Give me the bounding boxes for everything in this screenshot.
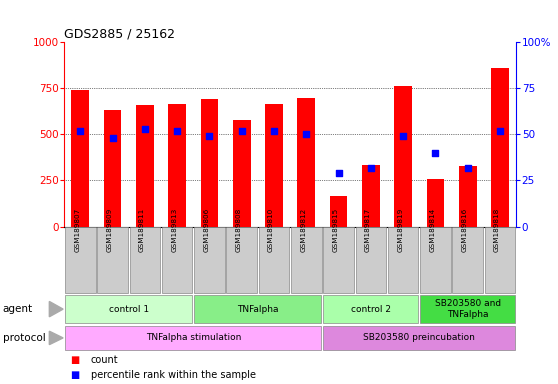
- Text: ■: ■: [70, 356, 79, 366]
- Bar: [169, 104, 186, 227]
- Text: GSM189813: GSM189813: [171, 208, 177, 252]
- Text: GSM189811: GSM189811: [139, 208, 145, 252]
- Bar: [200, 99, 218, 227]
- Text: GSM189815: GSM189815: [333, 208, 339, 252]
- Text: ■: ■: [70, 370, 79, 380]
- Bar: [65, 326, 321, 350]
- Polygon shape: [49, 331, 63, 345]
- Text: agent: agent: [3, 304, 33, 314]
- Point: [302, 131, 311, 137]
- Bar: [355, 227, 386, 293]
- Bar: [453, 227, 483, 293]
- Bar: [265, 104, 283, 227]
- Bar: [162, 227, 193, 293]
- Bar: [65, 227, 95, 293]
- Text: SB203580 preincubation: SB203580 preincubation: [363, 333, 475, 343]
- Text: GSM189814: GSM189814: [430, 208, 435, 252]
- Point: [463, 164, 472, 170]
- Bar: [259, 227, 289, 293]
- Text: GSM189817: GSM189817: [365, 208, 371, 252]
- Bar: [227, 227, 257, 293]
- Text: control 1: control 1: [109, 305, 149, 314]
- Bar: [395, 86, 412, 227]
- Point: [367, 164, 376, 170]
- Bar: [136, 105, 154, 227]
- Point: [141, 126, 150, 132]
- Text: TNFalpha stimulation: TNFalpha stimulation: [146, 333, 241, 343]
- Text: GSM189816: GSM189816: [461, 208, 468, 252]
- Text: GDS2885 / 25162: GDS2885 / 25162: [64, 27, 175, 40]
- Text: GSM189806: GSM189806: [204, 208, 209, 252]
- Polygon shape: [49, 301, 63, 317]
- Text: GSM189818: GSM189818: [494, 208, 500, 252]
- Point: [237, 127, 246, 134]
- Bar: [65, 295, 193, 323]
- Text: GSM189808: GSM189808: [235, 208, 242, 252]
- Text: GSM189807: GSM189807: [74, 208, 80, 252]
- Text: GSM189810: GSM189810: [268, 208, 274, 252]
- Text: percentile rank within the sample: percentile rank within the sample: [91, 370, 256, 380]
- Bar: [297, 98, 315, 227]
- Bar: [330, 196, 348, 227]
- Text: count: count: [91, 356, 119, 366]
- Bar: [420, 295, 515, 323]
- Text: SB203580 and
TNFalpha: SB203580 and TNFalpha: [435, 300, 501, 319]
- Text: control 2: control 2: [351, 305, 391, 314]
- Bar: [129, 227, 160, 293]
- Bar: [233, 120, 251, 227]
- Point: [431, 150, 440, 156]
- Bar: [194, 227, 225, 293]
- Bar: [485, 227, 515, 293]
- Bar: [104, 111, 122, 227]
- Point: [334, 170, 343, 176]
- Bar: [491, 68, 509, 227]
- Bar: [362, 165, 380, 227]
- Text: TNFalpha: TNFalpha: [237, 305, 278, 314]
- Text: GSM189819: GSM189819: [397, 208, 403, 252]
- Text: GSM189812: GSM189812: [300, 208, 306, 252]
- Point: [496, 127, 504, 134]
- Bar: [388, 227, 418, 293]
- Bar: [97, 227, 128, 293]
- Point: [270, 127, 278, 134]
- Point: [205, 133, 214, 139]
- Point: [108, 135, 117, 141]
- Text: GSM189809: GSM189809: [107, 208, 113, 252]
- Bar: [194, 295, 321, 323]
- Point: [398, 133, 407, 139]
- Bar: [323, 227, 354, 293]
- Text: protocol: protocol: [3, 333, 46, 343]
- Bar: [420, 227, 451, 293]
- Point: [76, 127, 85, 134]
- Point: [172, 127, 181, 134]
- Bar: [459, 166, 477, 227]
- Bar: [291, 227, 321, 293]
- Bar: [426, 179, 444, 227]
- Bar: [324, 326, 515, 350]
- Bar: [71, 90, 89, 227]
- Bar: [324, 295, 418, 323]
